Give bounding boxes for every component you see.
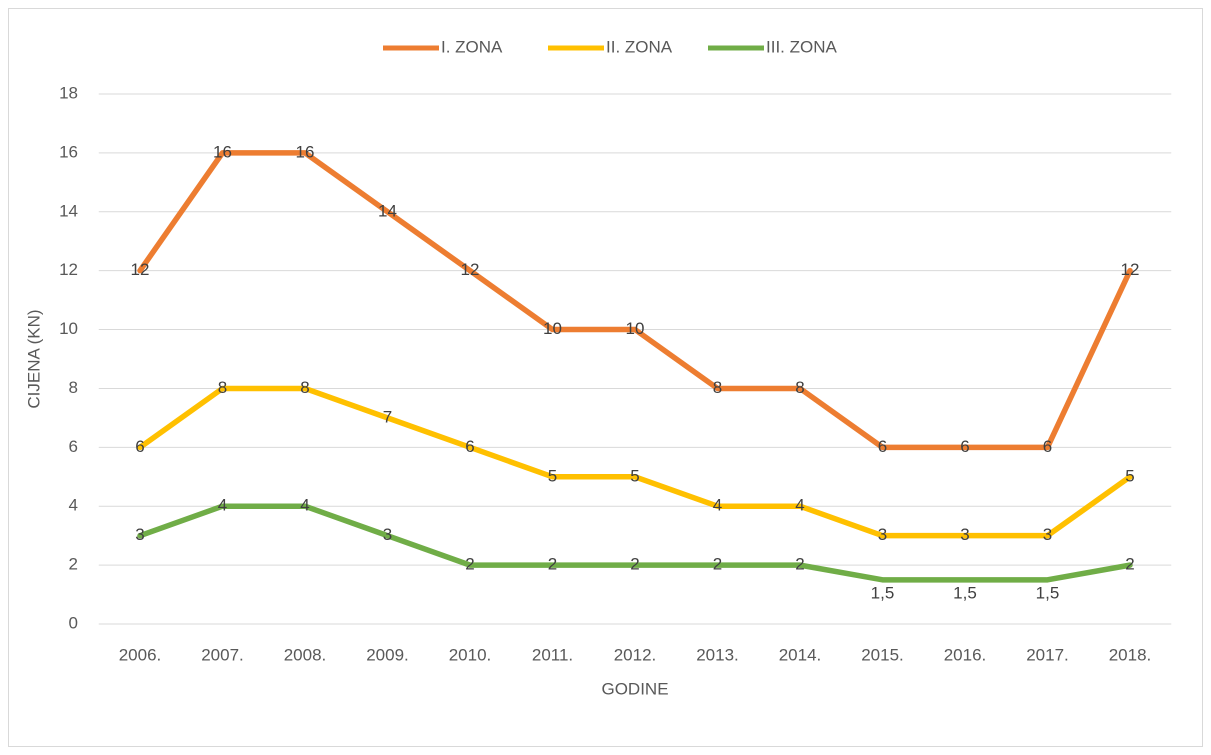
x-tick-label: 2012.	[614, 645, 657, 664]
x-tick-label: 2011.	[532, 645, 573, 664]
data-label: 16	[296, 142, 315, 161]
x-tick-label: 2013.	[696, 645, 739, 664]
data-label: 6	[878, 437, 887, 456]
data-label: 2	[548, 555, 557, 574]
data-label: 3	[383, 525, 392, 544]
data-label: 3	[1043, 525, 1052, 544]
data-label: 4	[218, 496, 227, 515]
x-tick-label: 2007.	[201, 645, 244, 664]
x-tick-label: 2008.	[284, 645, 327, 664]
series-line	[137, 385, 1133, 539]
y-axis-label: CIJENA (KN)	[24, 309, 43, 408]
data-label: 4	[713, 496, 722, 515]
series-line	[137, 150, 1133, 451]
y-tick-label: 2	[69, 555, 78, 574]
data-label: 5	[548, 466, 557, 485]
x-tick-label: 2009.	[366, 645, 409, 664]
data-label: 6	[465, 437, 474, 456]
data-label: 1,5	[953, 583, 977, 602]
data-label: 4	[300, 496, 309, 515]
y-tick-label: 10	[59, 319, 78, 338]
data-label: 6	[135, 437, 144, 456]
data-label: 1,5	[1036, 583, 1060, 602]
data-label: 2	[630, 555, 639, 574]
data-label: 8	[713, 378, 722, 397]
data-label: 2	[713, 555, 722, 574]
data-label: 14	[378, 201, 397, 220]
data-label: 8	[218, 378, 227, 397]
data-label: 2	[795, 555, 804, 574]
data-label: 7	[383, 407, 392, 426]
x-tick-label: 2014.	[779, 645, 822, 664]
y-tick-label: 6	[69, 437, 78, 456]
x-tick-label: 2006.	[119, 645, 162, 664]
data-label: 3	[878, 525, 887, 544]
data-label: 2	[1125, 555, 1134, 574]
x-tick-label: 2017.	[1026, 645, 1069, 664]
legend-label: II. ZONA	[606, 37, 673, 56]
x-axis-label: GODINE	[601, 679, 668, 698]
legend-label: I. ZONA	[441, 37, 503, 56]
y-tick-label: 16	[59, 142, 78, 161]
data-label: 10	[626, 319, 645, 338]
data-label: 12	[461, 260, 480, 279]
x-tick-label: 2010.	[449, 645, 492, 664]
data-label: 6	[1043, 437, 1052, 456]
chart-border	[8, 8, 1203, 747]
data-label: 10	[543, 319, 562, 338]
y-tick-label: 0	[69, 613, 78, 632]
y-tick-label: 18	[59, 83, 78, 102]
y-tick-label: 12	[59, 260, 78, 279]
x-tick-label: 2015.	[861, 645, 904, 664]
data-label: 1,5	[871, 583, 895, 602]
data-label: 8	[300, 378, 309, 397]
y-tick-label: 8	[69, 378, 78, 397]
data-label: 4	[795, 496, 804, 515]
y-tick-label: 4	[69, 496, 78, 515]
data-label: 5	[1125, 466, 1134, 485]
x-tick-label: 2018.	[1109, 645, 1152, 664]
data-label: 16	[213, 142, 232, 161]
data-label: 5	[630, 466, 639, 485]
legend-label: III. ZONA	[766, 37, 838, 56]
data-label: 2	[465, 555, 474, 574]
data-label: 8	[795, 378, 804, 397]
data-label: 12	[131, 260, 150, 279]
y-tick-label: 14	[59, 201, 78, 220]
x-tick-label: 2016.	[944, 645, 987, 664]
data-label: 12	[1121, 260, 1140, 279]
series-line	[137, 503, 1133, 583]
data-label: 6	[960, 437, 969, 456]
data-label: 3	[960, 525, 969, 544]
data-label: 3	[135, 525, 144, 544]
